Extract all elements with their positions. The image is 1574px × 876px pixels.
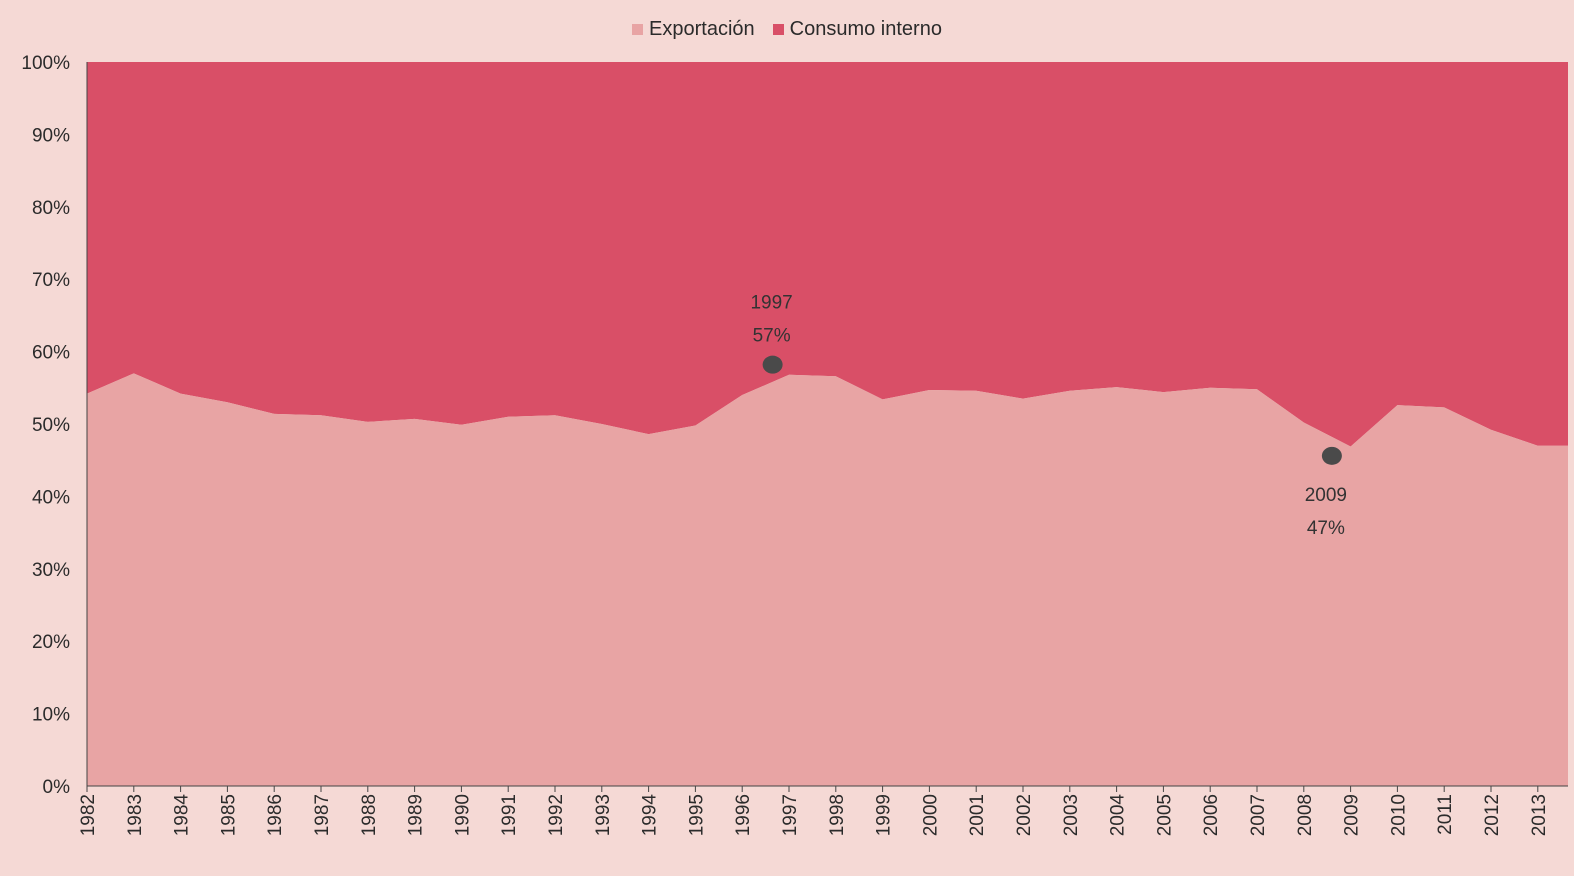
y-tick-label: 70% bbox=[32, 270, 70, 291]
x-tick-label: 1998 bbox=[827, 794, 848, 836]
x-tick-label: 1996 bbox=[733, 794, 754, 836]
x-tick-label: 2009 bbox=[1342, 794, 1363, 836]
x-tick-label: 2006 bbox=[1201, 794, 1222, 836]
x-tick-label: 2000 bbox=[920, 794, 941, 836]
y-tick-label: 80% bbox=[32, 198, 70, 219]
y-tick-label: 10% bbox=[32, 705, 70, 726]
annotation-value: 47% bbox=[1307, 518, 1345, 539]
x-tick-label: 1985 bbox=[218, 794, 239, 836]
x-tick-label: 2003 bbox=[1061, 794, 1082, 836]
x-tick-label: 2001 bbox=[967, 794, 988, 836]
x-tick-label: 1991 bbox=[499, 794, 520, 836]
x-tick-label: 2010 bbox=[1388, 794, 1409, 836]
x-tick-label: 2008 bbox=[1295, 794, 1316, 836]
legend-label-internal: Consumo interno bbox=[789, 18, 942, 40]
series-area-consumo-interno bbox=[87, 62, 1568, 447]
x-tick-label: 1983 bbox=[125, 794, 146, 836]
y-tick-label: 30% bbox=[32, 560, 70, 581]
legend-swatch-export bbox=[632, 24, 644, 35]
y-tick-label: 20% bbox=[32, 632, 70, 653]
x-tick-label: 1989 bbox=[406, 794, 427, 836]
legend-item-export: Exportación bbox=[632, 18, 755, 41]
legend-item-internal: Consumo interno bbox=[772, 18, 942, 41]
x-tick-label: 2004 bbox=[1108, 794, 1129, 837]
series-area-exportacion bbox=[87, 373, 1568, 786]
y-tick-label: 90% bbox=[32, 125, 70, 146]
x-tick-label: 2013 bbox=[1529, 794, 1550, 836]
y-tick-label: 40% bbox=[32, 487, 70, 508]
x-tick-label: 2007 bbox=[1248, 794, 1269, 836]
annotation-year: 2009 bbox=[1305, 485, 1347, 506]
legend-swatch-internal bbox=[772, 24, 784, 35]
y-tick-label: 50% bbox=[32, 415, 70, 436]
x-tick-label: 1986 bbox=[265, 794, 286, 836]
y-tick-label: 0% bbox=[43, 777, 71, 798]
x-tick-label: 2005 bbox=[1154, 794, 1175, 836]
x-tick-label: 1994 bbox=[640, 794, 661, 837]
x-tick-label: 1984 bbox=[172, 794, 193, 837]
x-tick-label: 1999 bbox=[874, 794, 895, 836]
y-tick-label: 100% bbox=[21, 53, 70, 74]
annotation-value: 57% bbox=[753, 326, 791, 347]
annotation-year: 1997 bbox=[750, 293, 792, 314]
x-tick-label: 2012 bbox=[1482, 794, 1503, 836]
annotation-marker bbox=[1321, 446, 1342, 465]
x-tick-label: 1987 bbox=[312, 794, 333, 836]
x-tick-label: 2002 bbox=[1014, 794, 1035, 836]
legend-label-export: Exportación bbox=[649, 18, 755, 40]
x-tick-label: 1992 bbox=[546, 794, 567, 836]
x-tick-label: 1990 bbox=[452, 794, 473, 836]
x-tick-label: 1982 bbox=[78, 794, 99, 836]
x-tick-label: 1995 bbox=[686, 794, 707, 836]
x-tick-label: 1997 bbox=[780, 794, 801, 836]
x-tick-label: 1993 bbox=[593, 794, 614, 836]
chart-legend: Exportación Consumo interno bbox=[0, 18, 1574, 41]
x-tick-label: 2011 bbox=[1435, 794, 1456, 835]
x-tick-label: 1988 bbox=[359, 794, 380, 836]
y-tick-label: 60% bbox=[32, 343, 70, 364]
annotation-marker bbox=[762, 355, 783, 374]
